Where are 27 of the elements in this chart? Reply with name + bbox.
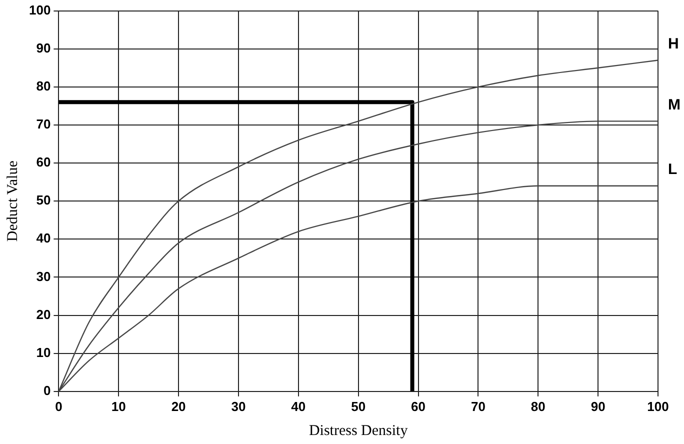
y-tick-label: 90 [36,40,51,56]
y-tick-label: 70 [36,116,51,132]
y-tick-label: 60 [36,154,51,170]
y-tick-label: 80 [36,78,51,94]
x-tick-label: 20 [171,398,186,414]
x-tick-label: 70 [470,398,486,414]
x-tick-label: 90 [590,398,606,414]
x-tick-label: 50 [351,398,366,414]
x-tick-label: 30 [231,398,246,414]
x-tick-label: 10 [111,398,126,414]
series-label: M [668,96,680,114]
x-tick-label: 80 [530,398,546,414]
y-tick-label: 30 [36,268,51,284]
y-tick-label: 50 [36,192,51,208]
x-tick-label: 40 [291,398,306,414]
x-axis-title: Distress Density [308,422,408,439]
x-tick-label: 60 [411,398,426,414]
y-tick-label: 20 [36,306,51,322]
series-label: L [668,161,678,178]
y-tick-label: 100 [28,2,51,18]
series-label: H [668,35,679,52]
y-tick-label: 0 [43,382,51,398]
y-tick-label: 40 [36,230,51,246]
y-axis-title: Deduct Value [4,160,21,242]
x-tick-label: 0 [55,398,62,414]
y-tick-label: 10 [36,344,51,360]
x-tick-label: 100 [647,398,669,414]
